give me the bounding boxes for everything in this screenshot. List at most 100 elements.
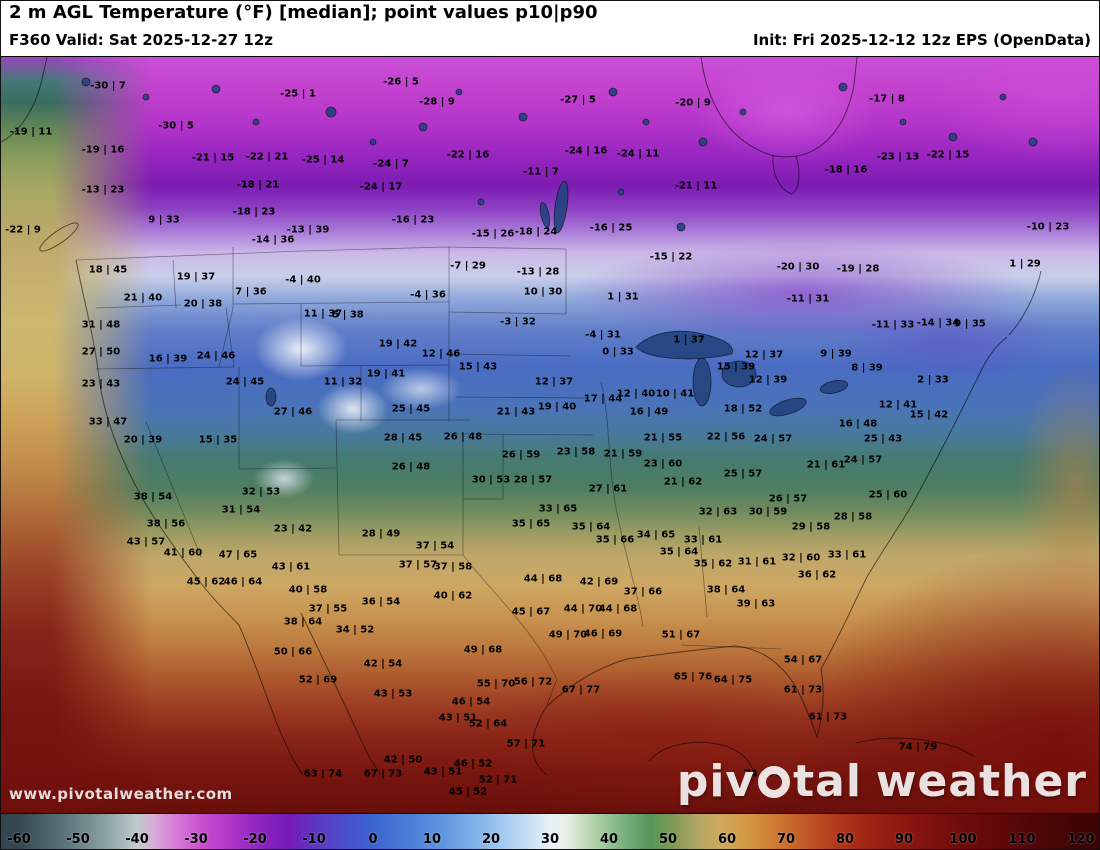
point-value-label: 34 | 65: [636, 529, 676, 541]
temperature-map[interactable]: -30 | 7 -25 | 1 -26 | 5 -28 | 9 -27 | 5 -20 |…: [1, 56, 1099, 813]
point-value-label: 34 | 52: [335, 624, 375, 636]
point-value-label: -16 | 25: [589, 222, 633, 234]
point-value-label: -20 | 30: [776, 261, 820, 273]
point-value-label: -26 | 5: [383, 76, 419, 88]
init-time: Init: Fri 2025-12-12 12z EPS (OpenData): [752, 31, 1091, 49]
point-value-label: -18 | 23: [232, 206, 276, 218]
point-value-label: -14 | 34: [916, 317, 960, 329]
valid-time: F360 Valid: Sat 2025-12-27 12z: [9, 31, 274, 49]
point-value-label: 31 | 54: [221, 504, 261, 516]
point-value-label: 32 | 63: [698, 506, 738, 518]
point-value-label: 26 | 57: [768, 493, 808, 505]
point-value-label: -19 | 11: [9, 126, 53, 138]
point-value-label: 43 | 61: [271, 561, 311, 573]
point-value-label: 32 | 60: [781, 552, 821, 564]
point-value-label: 50 | 66: [273, 646, 313, 658]
point-value-label: 23 | 60: [643, 458, 683, 470]
point-value-label: 29 | 58: [791, 521, 831, 533]
point-value-label: 46 | 54: [451, 696, 491, 708]
point-value-label: 21 | 59: [603, 448, 643, 460]
point-value-label: -22 | 21: [245, 151, 289, 163]
point-value-label: 1 | 31: [607, 291, 639, 303]
point-value-label: 15 | 43: [458, 361, 498, 373]
point-value-label: -22 | 9: [5, 224, 41, 236]
point-value-label: -25 | 14: [301, 154, 345, 166]
point-value-label: 0 | 33: [602, 346, 634, 358]
title-bar: 2 m AGL Temperature (°F) [median]; point…: [1, 1, 1099, 56]
time-row: F360 Valid: Sat 2025-12-27 12z Init: Fri…: [9, 31, 1091, 49]
coastlines: [1, 57, 1042, 776]
brand-watermark: piv tal weather: [677, 756, 1087, 807]
point-value-label: -11 | 31: [786, 293, 830, 305]
point-value-label: 10 | 41: [655, 388, 695, 400]
point-value-label: 49 | 70: [548, 629, 588, 641]
point-value-label: 55 | 70: [476, 678, 516, 690]
point-value-label: 19 | 42: [378, 338, 418, 350]
point-value-label: 43 | 51: [423, 766, 463, 778]
point-value-label: 44 | 68: [598, 603, 638, 615]
point-value-label: 33 | 47: [88, 416, 128, 428]
point-values-layer: -30 | 7 -25 | 1 -26 | 5 -28 | 9 -27 | 5 -20 |…: [1, 57, 1099, 813]
point-value-label: 46 | 69: [583, 628, 623, 640]
point-value-label: 24 | 57: [843, 454, 883, 466]
point-value-label: 45 | 67: [511, 606, 551, 618]
point-value-label: 27 | 61: [588, 483, 628, 495]
point-value-label: 22 | 56: [706, 431, 746, 443]
colorbar-tick-label: -10: [302, 832, 326, 847]
point-value-label: -22 | 16: [446, 149, 490, 161]
point-value-label: 44 | 70: [563, 603, 603, 615]
point-value-label: 28 | 57: [513, 474, 553, 486]
colorbar-tick-label: -30: [184, 832, 208, 847]
point-value-label: 15 | 35: [198, 434, 238, 446]
point-value-label: 61 | 73: [783, 684, 823, 696]
point-value-label: 19 | 37: [176, 271, 216, 283]
point-value-label: 25 | 45: [391, 403, 431, 415]
point-value-label: 36 | 62: [797, 569, 837, 581]
point-value-label: 45 | 62: [186, 576, 226, 588]
point-value-label: 7 | 36: [235, 286, 267, 298]
point-value-label: -22 | 15: [926, 149, 970, 161]
point-value-label: 16 | 49: [629, 406, 669, 418]
point-value-label: -28 | 9: [419, 96, 455, 108]
point-value-label: -27 | 5: [560, 94, 596, 106]
point-value-label: 10 | 30: [523, 286, 563, 298]
point-value-label: 12 | 37: [534, 376, 574, 388]
point-value-label: 46 | 64: [223, 576, 263, 588]
colorbar-tick-label: 20: [481, 832, 501, 847]
point-value-label: -17 | 8: [869, 93, 905, 105]
point-value-label: 45 | 52: [448, 786, 488, 798]
point-value-label: -20 | 9: [675, 97, 711, 109]
point-value-label: 33 | 65: [538, 503, 578, 515]
point-value-label: 42 | 50: [383, 754, 423, 766]
colorbar-tick-label: 120: [1067, 832, 1095, 847]
point-value-label: 57 | 71: [506, 738, 546, 750]
point-value-label: 31 | 61: [737, 556, 777, 568]
point-value-label: 21 | 43: [496, 406, 536, 418]
colorbar-tick-label: -50: [66, 832, 90, 847]
point-value-label: -13 | 23: [81, 184, 125, 196]
point-value-label: 46 | 52: [453, 758, 493, 770]
point-value-label: 18 | 52: [723, 403, 763, 415]
point-value-label: -11 | 7: [523, 166, 559, 178]
point-value-label: 25 | 43: [863, 433, 903, 445]
temperature-field: [1, 57, 1099, 813]
colorbar-tick-label: 60: [717, 832, 737, 847]
point-value-label: 54 | 67: [783, 654, 823, 666]
point-value-label: 19 | 40: [537, 401, 577, 413]
point-value-label: 20 | 39: [123, 434, 163, 446]
point-value-label: 25 | 60: [868, 489, 908, 501]
point-value-label: 5 | 38: [332, 309, 364, 321]
colorbar-tick-label: 30: [540, 832, 560, 847]
point-value-label: 43 | 53: [373, 688, 413, 700]
point-value-label: 30 | 53: [471, 474, 511, 486]
colorbar-tick-label: 80: [835, 832, 855, 847]
point-value-label: 32 | 53: [241, 486, 281, 498]
point-value-label: -4 | 31: [585, 329, 621, 341]
point-value-label: 11 | 37: [303, 308, 343, 320]
point-value-label: 74 | 79: [898, 741, 938, 753]
point-value-label: 52 | 71: [478, 774, 518, 786]
point-value-label: 33 | 61: [683, 534, 723, 546]
pivotal-logo-o-icon: [758, 765, 791, 798]
temperature-colorbar: -60 -50 -40 -30 -20 -10 0 10 20 30 40 50 60 70 80 90 100…: [1, 813, 1099, 849]
